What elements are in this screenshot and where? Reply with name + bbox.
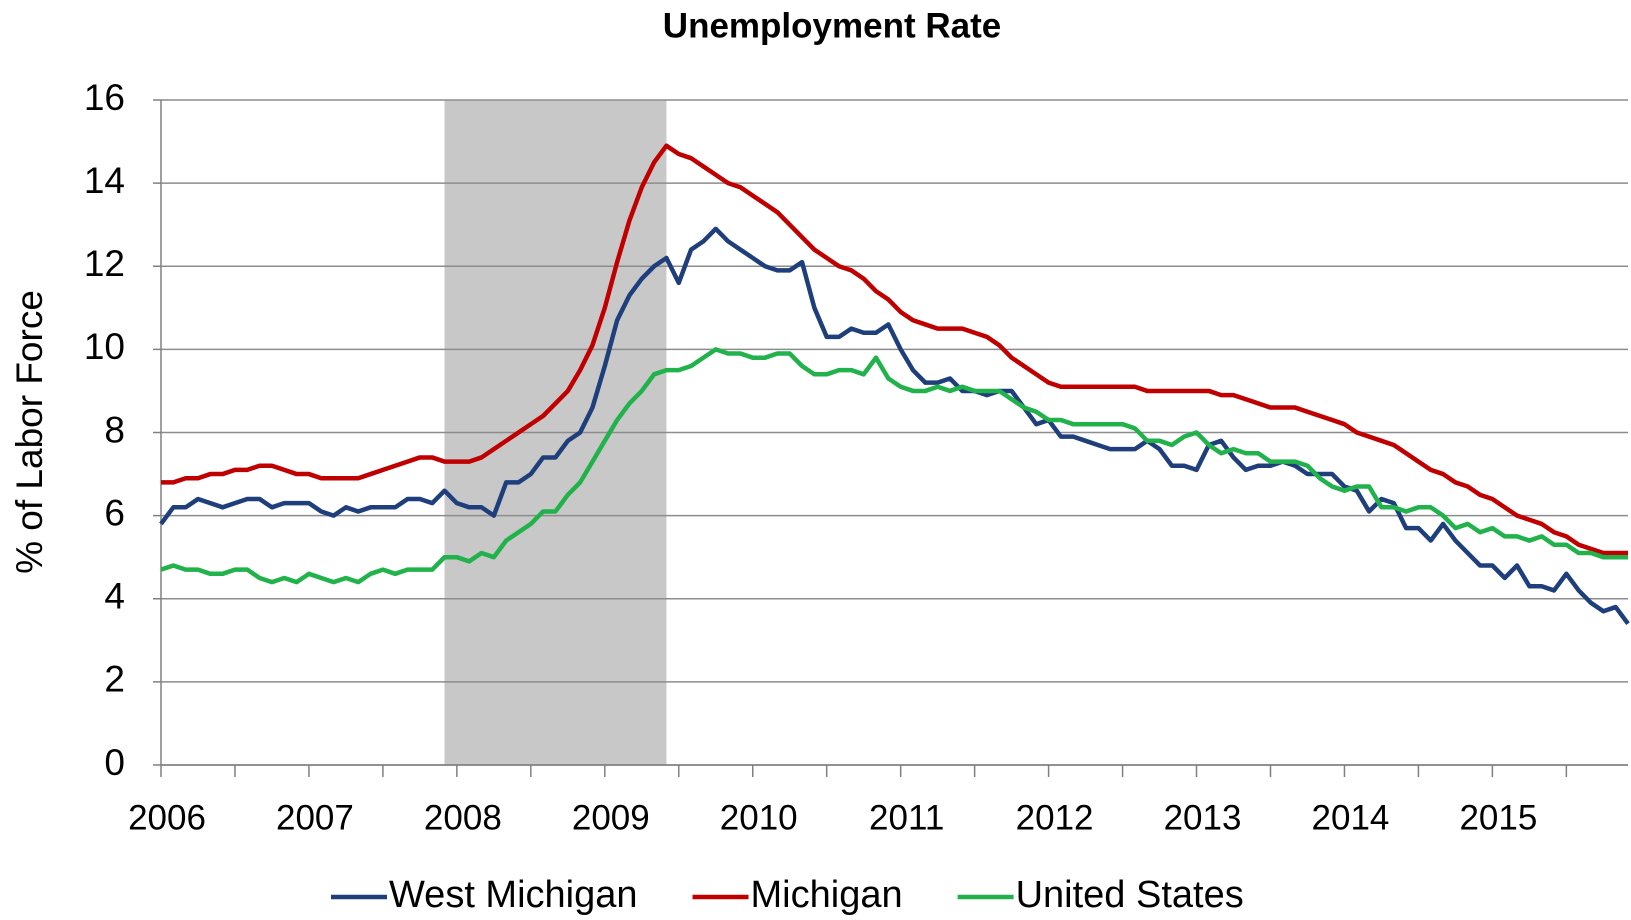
y-tick-label: 14: [84, 160, 125, 201]
y-tick-label: 4: [104, 576, 125, 617]
x-tick-label: 2009: [572, 798, 650, 837]
x-tick-label: 2008: [424, 798, 502, 837]
y-tick-label: 8: [104, 409, 125, 450]
y-tick-label: 2: [104, 659, 125, 700]
x-tick-label: 2015: [1459, 798, 1537, 837]
y-tick-label: 12: [84, 243, 125, 284]
y-tick-label: 16: [84, 77, 125, 118]
legend-label: Michigan: [751, 874, 903, 916]
x-tick-label: 2014: [1312, 798, 1390, 837]
x-tick-label: 2010: [720, 798, 798, 837]
x-tick-label: 2012: [1016, 798, 1094, 837]
legend-label: United States: [1016, 874, 1244, 916]
series-line: [159, 226, 1630, 626]
series-line: [161, 143, 1628, 556]
y-tick-label: 0: [104, 742, 125, 783]
y-tick-label: 6: [104, 492, 125, 533]
x-tick-label: 2013: [1164, 798, 1242, 837]
x-tick-label: 2011: [869, 798, 944, 837]
y-axis-title: % of Labor Force: [9, 290, 50, 574]
chart-title: Unemployment Rate: [663, 6, 1001, 45]
x-tick-label: 2006: [128, 798, 206, 837]
y-tick-label: 10: [84, 326, 125, 367]
legend-label: West Michigan: [389, 874, 638, 916]
x-tick-label: 2007: [276, 798, 354, 837]
series-line: [160, 347, 1628, 585]
